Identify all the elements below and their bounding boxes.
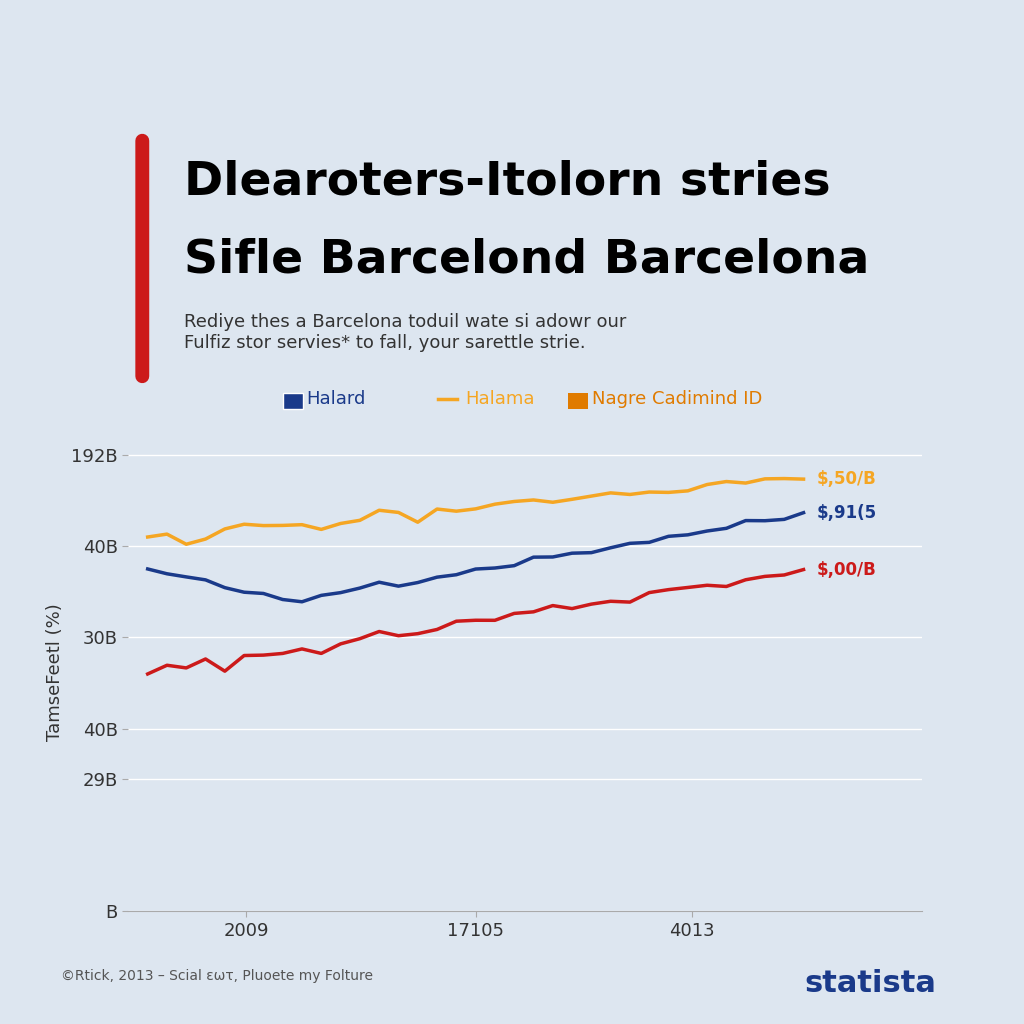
Text: statista: statista — [805, 970, 936, 998]
Y-axis label: TamseFeetl (%): TamseFeetl (%) — [46, 603, 65, 740]
Text: Halard: Halard — [306, 389, 366, 408]
Text: $,50/B: $,50/B — [817, 470, 877, 488]
Text: $,91(5: $,91(5 — [817, 504, 877, 521]
Text: $,00/B: $,00/B — [817, 560, 877, 579]
Text: Nagre Cadimind ID: Nagre Cadimind ID — [592, 389, 763, 408]
Text: Sifle Barcelond Barcelona: Sifle Barcelond Barcelona — [183, 238, 869, 283]
Bar — [283, 392, 303, 410]
Text: ©Rtick, 2013 – Scial εωτ, Pluoete my Folture: ©Rtick, 2013 – Scial εωτ, Pluoete my Fol… — [61, 969, 374, 983]
Bar — [568, 392, 588, 410]
Text: Dlearoters-Itolorn stries: Dlearoters-Itolorn stries — [183, 159, 830, 204]
Text: Rediye thes a Barcelona toduil wate si adowr our
Fulfiz stor servies* to fall, y: Rediye thes a Barcelona toduil wate si a… — [183, 312, 626, 351]
Text: Halama: Halama — [465, 389, 535, 408]
